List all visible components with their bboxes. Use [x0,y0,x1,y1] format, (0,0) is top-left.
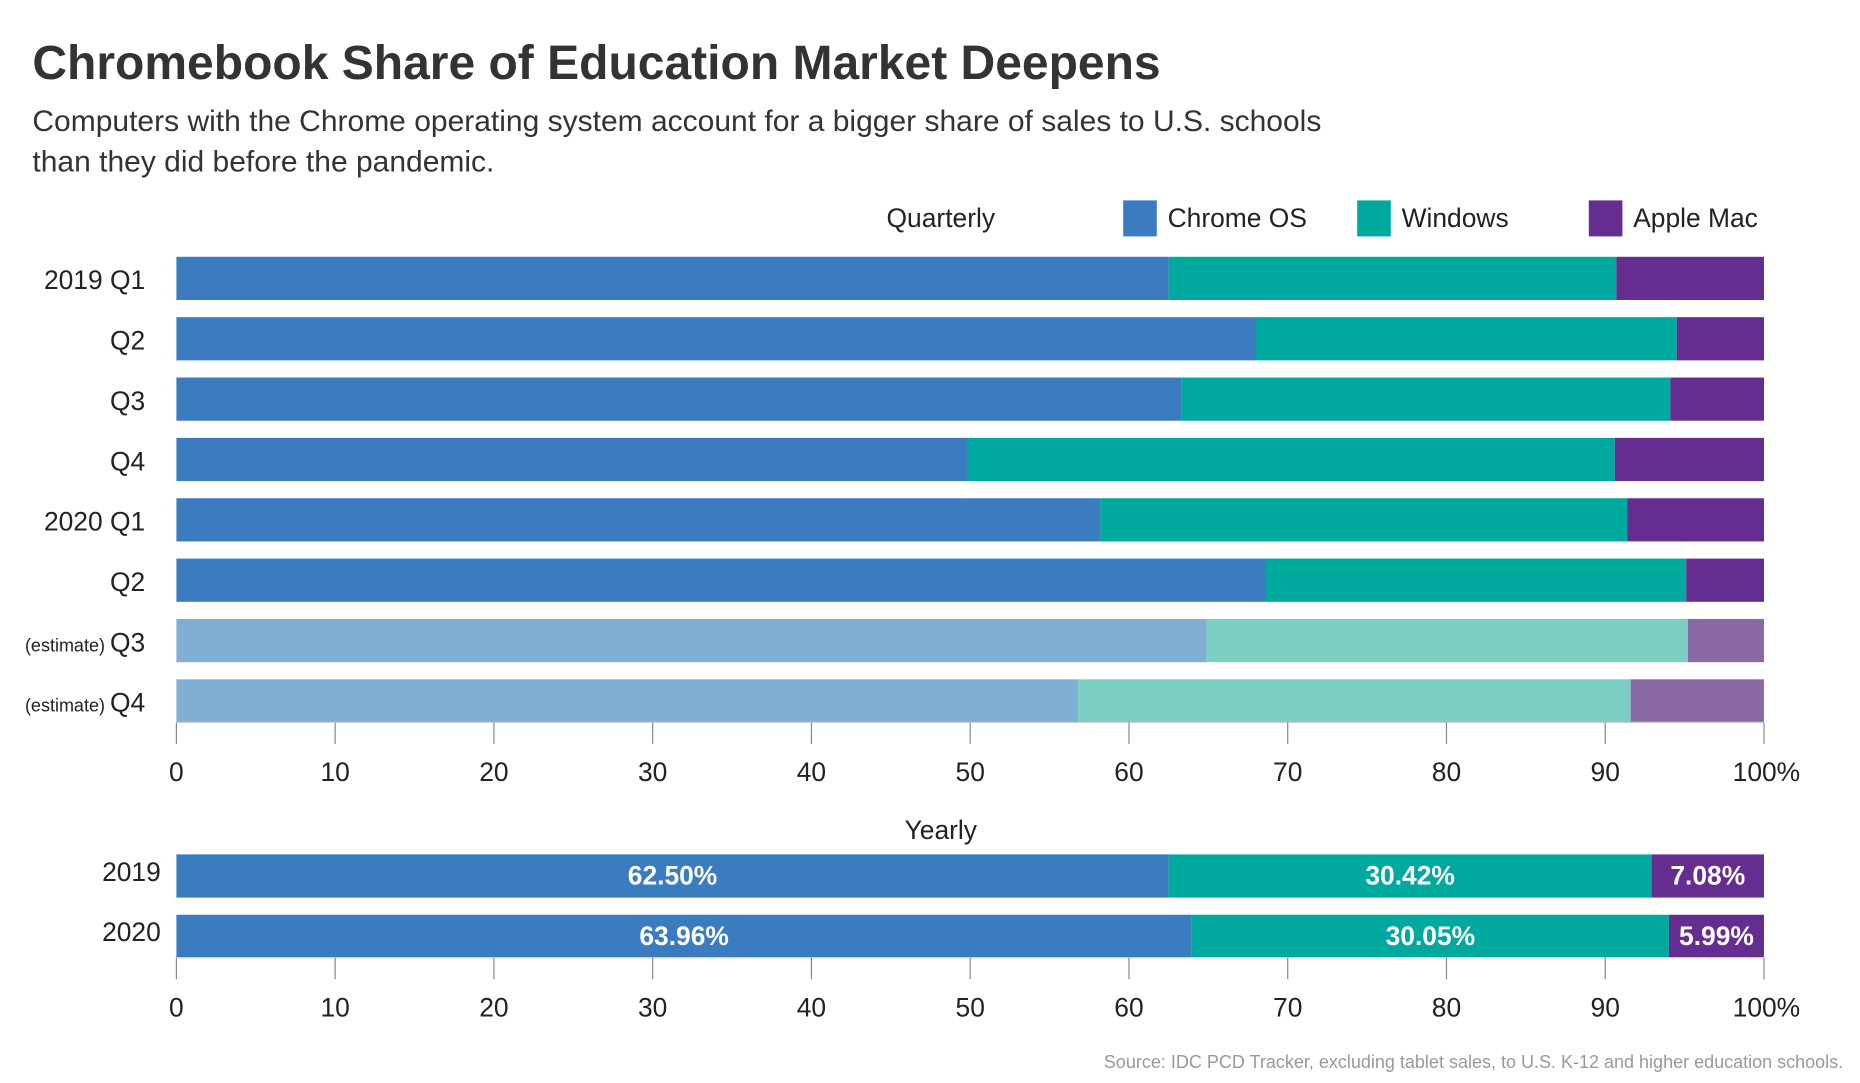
category-label: Q3 [110,386,145,416]
bar-segment-apple [1686,558,1764,602]
bar-segment-apple [1614,437,1764,482]
x-tick-label: 30 [638,992,667,1022]
x-tick-label: 100% [1733,757,1801,787]
x-tick-label: 60 [1114,992,1143,1022]
bar-segment-windows [1191,914,1669,958]
x-tick-label: 70 [1273,757,1302,787]
yearly-chart: 2019 62.50% 30.42% 7.08% 2020 63.96% 30.05% 5.9… [102,854,1800,1022]
bar-segment-chrome [176,679,1079,723]
bar-segment-windows [1100,498,1628,542]
source-note: Source: IDC PCD Tracker, excluding table… [1104,1052,1843,1072]
chart-title: Chromebook Share of Education Market Dee… [32,37,1160,90]
category-label: 2020 [102,917,161,947]
data-label-chrome: 63.96% [639,921,729,951]
bar-segment-chrome [176,498,1101,542]
x-tick-label: 100% [1733,992,1801,1022]
legend-swatch-apple [1588,200,1623,237]
bar-segment-chrome [176,317,1256,361]
quarterly-title: Quarterly [887,203,996,233]
legend: Chrome OS Windows Apple Mac [1123,200,1758,237]
bar-segment-chrome [176,256,1169,300]
bar-segment-windows [1265,558,1687,602]
yearly-title: Yearly [905,815,978,845]
category-label: Q4 [110,446,145,476]
data-label-apple: 7.08% [1670,860,1745,890]
category-label: 2019 Q1 [44,265,145,295]
x-tick-label: 20 [479,992,508,1022]
bar-segment-windows [1078,679,1631,723]
legend-swatch-windows [1357,200,1391,237]
category-label: 2020 Q1 [44,507,145,537]
bar-segment-apple [1670,377,1764,421]
legend-label-apple: Apple Mac [1633,203,1758,233]
legend-label-chrome: Chrome OS [1168,203,1307,233]
bar-segment-chrome [176,854,1169,898]
data-label-windows: 30.42% [1365,860,1455,890]
x-tick-label: 0 [169,757,184,787]
category-label: (estimate) Q4 [25,688,145,718]
category-label: Q2 [110,326,145,356]
bar-segment-chrome [176,437,968,482]
bar-segment-windows [1206,618,1688,663]
bar-segment-apple [1668,914,1764,958]
x-tick-label: 40 [797,757,826,787]
x-tick-label: 10 [320,757,349,787]
x-tick-label: 70 [1273,992,1302,1022]
x-tick-label: 60 [1114,757,1143,787]
x-tick-label: 50 [956,757,985,787]
bar-segment-chrome [176,914,1192,958]
legend-swatch-chrome [1123,200,1157,237]
bar-segment-apple [1651,854,1764,898]
x-tick-label: 40 [797,992,826,1022]
bar-segment-apple [1616,256,1764,300]
x-tick-label: 30 [638,757,667,787]
bar-segment-windows [1181,377,1671,421]
bar-segment-chrome [176,618,1207,663]
bar-segment-chrome [176,558,1266,602]
bar-segment-windows [1255,317,1677,361]
x-tick-label: 10 [320,992,349,1022]
x-tick-label: 20 [479,757,508,787]
bar-segment-apple [1687,618,1764,663]
data-label-windows: 30.05% [1386,921,1476,951]
data-label-apple: 5.99% [1679,921,1754,951]
bar-segment-apple [1627,498,1764,542]
legend-label-windows: Windows [1402,203,1509,233]
subtitle-line-2: than they did before the pandemic. [32,146,494,179]
x-tick-label: 80 [1432,757,1461,787]
category-label: Q2 [110,567,145,597]
data-label-chrome: 62.50% [628,860,718,890]
subtitle-line-1: Computers with the Chrome operating syst… [32,105,1321,138]
bar-segment-chrome [176,377,1182,421]
x-tick-label: 90 [1591,757,1620,787]
x-tick-label: 50 [956,992,985,1022]
quarterly-chart: 2019 Q1 Q2 Q3 Q4 2020 Q1 Q2 (estimate) Q3 (esti… [25,256,1801,787]
x-tick-label: 90 [1591,992,1620,1022]
bar-segment-windows [967,437,1615,482]
category-label: 2019 [102,857,161,887]
category-label: (estimate) Q3 [25,627,145,657]
x-tick-label: 80 [1432,992,1461,1022]
bar-segment-windows [1168,256,1617,300]
bar-segment-windows [1168,854,1652,898]
bar-segment-apple [1676,317,1764,361]
x-tick-label: 0 [169,992,184,1022]
bar-segment-apple [1630,679,1764,723]
